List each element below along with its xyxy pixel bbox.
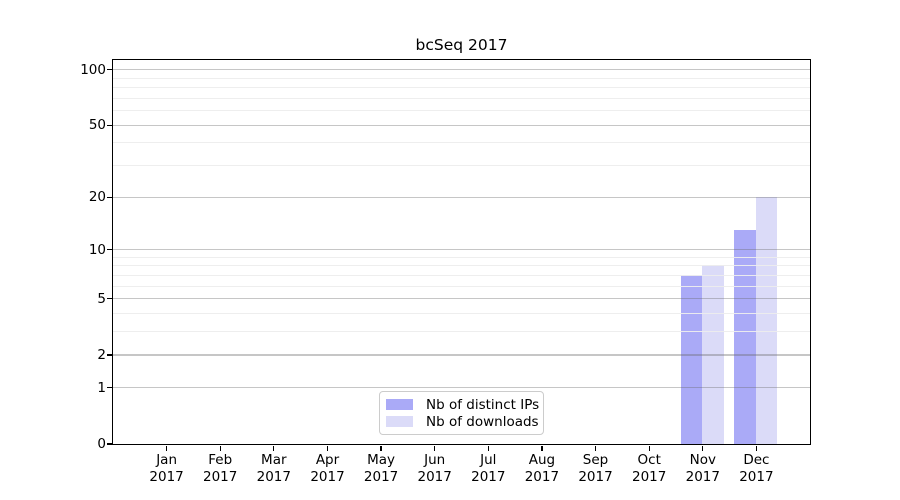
bar-dec-distinct-ips <box>734 229 756 444</box>
legend-item-downloads: Nb of downloads <box>386 413 539 430</box>
y-tick-0 <box>106 443 112 445</box>
x-tick-feb <box>219 445 221 451</box>
x-tick-label-mar: Mar 2017 <box>239 452 309 485</box>
y-tick-100 <box>106 69 112 71</box>
gridline-minor-8 <box>112 265 810 267</box>
x-tick-label-jan: Jan 2017 <box>132 452 202 485</box>
x-tick-label-may: May 2017 <box>346 452 416 485</box>
x-tick-jun <box>434 445 436 451</box>
gridline-minor-4 <box>112 313 810 314</box>
bar-dec-downloads <box>755 196 778 444</box>
x-tick-year-nov: 2017 <box>685 468 720 485</box>
x-tick-month-mar: Mar <box>261 452 287 468</box>
x-tick-month-sep: Sep <box>582 452 609 468</box>
y-tick-2 <box>106 354 112 356</box>
gridline-minor-6 <box>112 285 810 287</box>
x-tick-label-jul: Jul 2017 <box>453 452 523 485</box>
x-tick-nov <box>702 445 704 451</box>
legend-label-downloads: Nb of downloads <box>426 413 539 430</box>
x-tick-month-nov: Nov <box>689 452 716 468</box>
plot-area <box>111 58 811 445</box>
x-tick-label-feb: Feb 2017 <box>185 452 255 485</box>
y-tick-label-10: 10 <box>88 241 106 258</box>
x-tick-month-oct: Oct <box>637 452 661 468</box>
y-tick-1 <box>106 387 112 389</box>
x-tick-apr <box>326 445 329 451</box>
x-tick-year-may: 2017 <box>363 468 399 485</box>
x-tick-month-may: May <box>367 452 396 468</box>
gridline-minor-60 <box>112 110 810 112</box>
gridline-major-50 <box>112 124 810 126</box>
x-tick-label-jun: Jun 2017 <box>400 452 470 485</box>
gridline-major-100 <box>112 69 810 71</box>
gridline-major-5 <box>112 298 810 300</box>
gridline-minor-90 <box>112 77 810 79</box>
x-tick-year-mar: 2017 <box>256 468 291 485</box>
y-tick-label-5: 5 <box>97 290 106 307</box>
gridline-minor-3 <box>112 331 810 333</box>
x-tick-year-oct: 2017 <box>632 468 667 485</box>
x-tick-label-aug: Aug 2017 <box>507 452 577 485</box>
gridline-major-10 <box>112 249 810 251</box>
x-tick-aug <box>541 445 543 451</box>
gridline-major-2 <box>112 354 810 356</box>
y-tick-50 <box>106 124 112 126</box>
x-tick-year-apr: 2017 <box>310 468 345 485</box>
gridline-minor-7 <box>112 274 810 276</box>
x-tick-year-dec: 2017 <box>739 468 774 485</box>
x-tick-oct <box>648 445 650 451</box>
y-tick-20 <box>106 196 112 198</box>
chart-title: bcSeq 2017 <box>415 36 508 54</box>
x-tick-jan <box>166 445 168 451</box>
gridline-minor-70 <box>112 97 810 99</box>
x-tick-dec <box>755 445 757 451</box>
gridline-major-20 <box>112 196 810 198</box>
x-tick-may <box>380 445 382 451</box>
gridline-minor-80 <box>112 87 810 89</box>
x-tick-jul <box>487 445 489 451</box>
legend-swatch-downloads <box>386 416 413 427</box>
x-tick-label-dec: Dec 2017 <box>721 452 791 485</box>
x-tick-sep <box>594 445 597 451</box>
x-tick-year-jul: 2017 <box>471 468 506 485</box>
legend-label-distinct-ips: Nb of distinct IPs <box>426 396 540 413</box>
x-tick-month-jan: Jan <box>156 452 177 468</box>
x-tick-year-jan: 2017 <box>149 468 184 485</box>
legend: Nb of distinct IPs Nb of downloads <box>379 391 544 435</box>
y-tick-label-0: 0 <box>97 436 106 452</box>
gridline-major-1 <box>112 387 810 389</box>
x-tick-label-apr: Apr 2017 <box>293 452 363 485</box>
y-tick-5 <box>106 298 112 300</box>
y-tick-10 <box>106 248 112 251</box>
x-tick-label-nov: Nov 2017 <box>668 452 738 485</box>
x-tick-label-sep: Sep 2017 <box>561 452 631 485</box>
x-tick-month-apr: Apr <box>315 452 340 468</box>
legend-item-distinct-ips: Nb of distinct IPs <box>386 396 540 413</box>
x-tick-month-dec: Dec <box>743 452 770 468</box>
bar-nov-distinct-ips <box>680 274 703 444</box>
x-tick-year-jun: 2017 <box>417 468 452 485</box>
y-tick-label-50: 50 <box>88 117 106 134</box>
x-tick-month-feb: Feb <box>208 452 233 468</box>
bar-nov-downloads <box>702 265 724 444</box>
x-tick-mar <box>273 445 275 451</box>
x-tick-label-oct: Oct 2017 <box>614 452 684 485</box>
legend-swatch-distinct-ips <box>386 399 413 410</box>
x-tick-year-feb: 2017 <box>203 468 238 485</box>
x-tick-month-jul: Jul <box>480 452 497 468</box>
gridline-minor-30 <box>112 165 810 167</box>
y-tick-label-2: 2 <box>97 346 106 363</box>
x-tick-month-jun: Jun <box>424 452 446 468</box>
y-tick-label-20: 20 <box>88 189 106 206</box>
y-tick-label-100: 100 <box>80 61 106 78</box>
gridline-minor-40 <box>112 142 810 144</box>
x-tick-year-aug: 2017 <box>524 468 560 485</box>
gridline-minor-9 <box>112 256 810 258</box>
y-tick-label-1: 1 <box>97 379 106 396</box>
x-tick-year-sep: 2017 <box>578 468 613 485</box>
x-tick-month-aug: Aug <box>528 452 556 468</box>
